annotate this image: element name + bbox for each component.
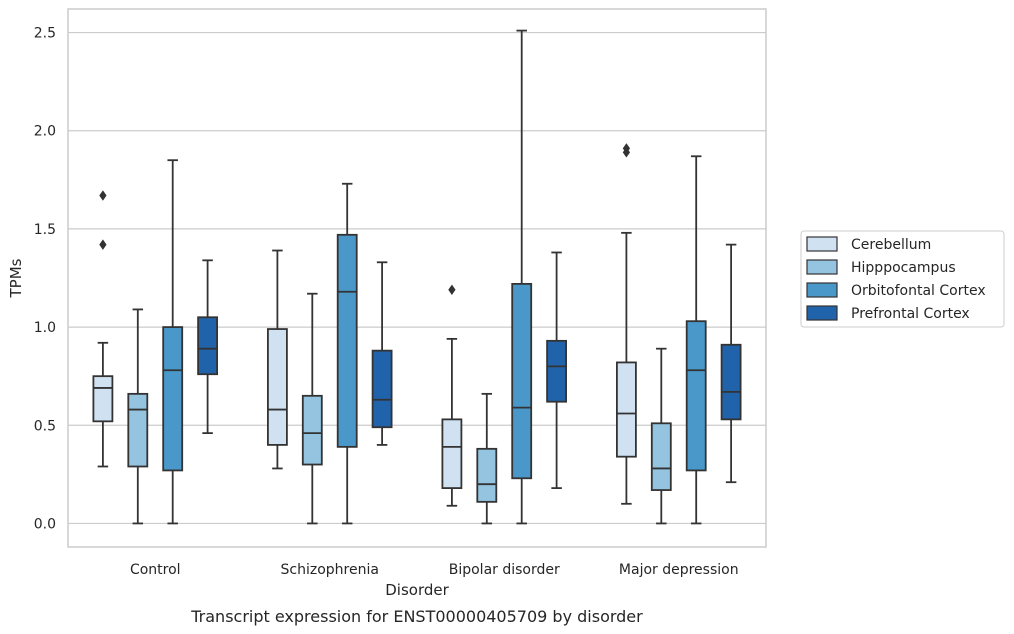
plot-area-frame [67,8,767,548]
iqr-box [197,316,219,376]
legend-swatch [806,305,838,321]
x-axis-label: Disorder [385,581,449,599]
y-tick-label: 0.5 [34,418,56,434]
legend-swatch [806,259,838,275]
box-cerebellum-1 [266,249,288,470]
iqr-box [511,282,533,480]
x-tick-label: Control [130,562,181,578]
box-hipppocampus-1 [301,292,323,525]
iqr-box [546,339,567,403]
chart-caption: Transcript expression for ENST0000040570… [190,607,643,626]
box-hipppocampus-2 [476,392,498,525]
legend-label: Prefrontal Cortex [851,306,970,322]
iqr-box [127,392,149,468]
outlier-point [622,143,631,154]
iqr-box [650,422,672,491]
box-prefrontal-cortex-2 [546,251,567,489]
box-orbitofontal-cortex-3 [685,155,707,525]
legend-swatch [806,236,838,252]
box-marks [92,29,742,525]
y-tick-label: 1.5 [34,222,56,238]
y-tick-label: 0.0 [34,516,56,532]
y-tick-label: 1.0 [34,320,56,336]
iqr-box [685,320,707,472]
legend-swatch [806,282,838,298]
box-cerebellum-3 [616,143,637,505]
x-axis-ticks: Control Schizophrenia Bipolar disorder Majo… [130,562,739,578]
x-tick-label: Major depression [619,562,739,578]
legend-label: Orbitofontal Cortex [851,283,986,299]
grid-lines [68,31,766,525]
iqr-box [301,394,323,466]
iqr-box [476,447,498,503]
iqr-box [266,328,288,446]
box-prefrontal-cortex-0 [197,259,219,435]
legend-frame [800,230,1005,328]
iqr-box [162,326,184,472]
outlier-point [99,239,107,250]
legend: Cerebellum Hipppocampus Orbitofontal Corte… [800,230,1005,328]
box-prefrontal-cortex-3 [720,243,742,484]
iqr-box [371,349,393,429]
x-tick-label: Schizophrenia [281,562,379,578]
iqr-box [720,343,742,421]
y-tick-label: 2.0 [34,124,56,140]
outlier-point [99,190,107,201]
y-axis-ticks: 0.0 0.5 1.0 1.5 2.0 2.5 [34,26,56,533]
box-orbitofontal-cortex-0 [162,159,184,525]
iqr-box [92,375,114,423]
outlier-point [448,284,456,295]
iqr-box [616,361,637,458]
x-tick-label: Bipolar disorder [449,562,560,578]
iqr-box [441,418,463,489]
legend-label: Hipppocampus [851,260,956,276]
box-orbitofontal-cortex-1 [336,182,358,525]
box-cerebellum-0 [92,190,114,468]
legend-label: Cerebellum [851,237,931,253]
box-hipppocampus-0 [127,308,149,525]
box-cerebellum-2 [441,284,463,507]
box-hipppocampus-3 [650,347,672,525]
y-axis-label: TPMs [7,258,25,298]
y-tick-label: 2.5 [34,26,56,42]
iqr-box [336,233,358,448]
box-prefrontal-cortex-1 [371,261,393,446]
box-orbitofontal-cortex-2 [511,29,533,525]
